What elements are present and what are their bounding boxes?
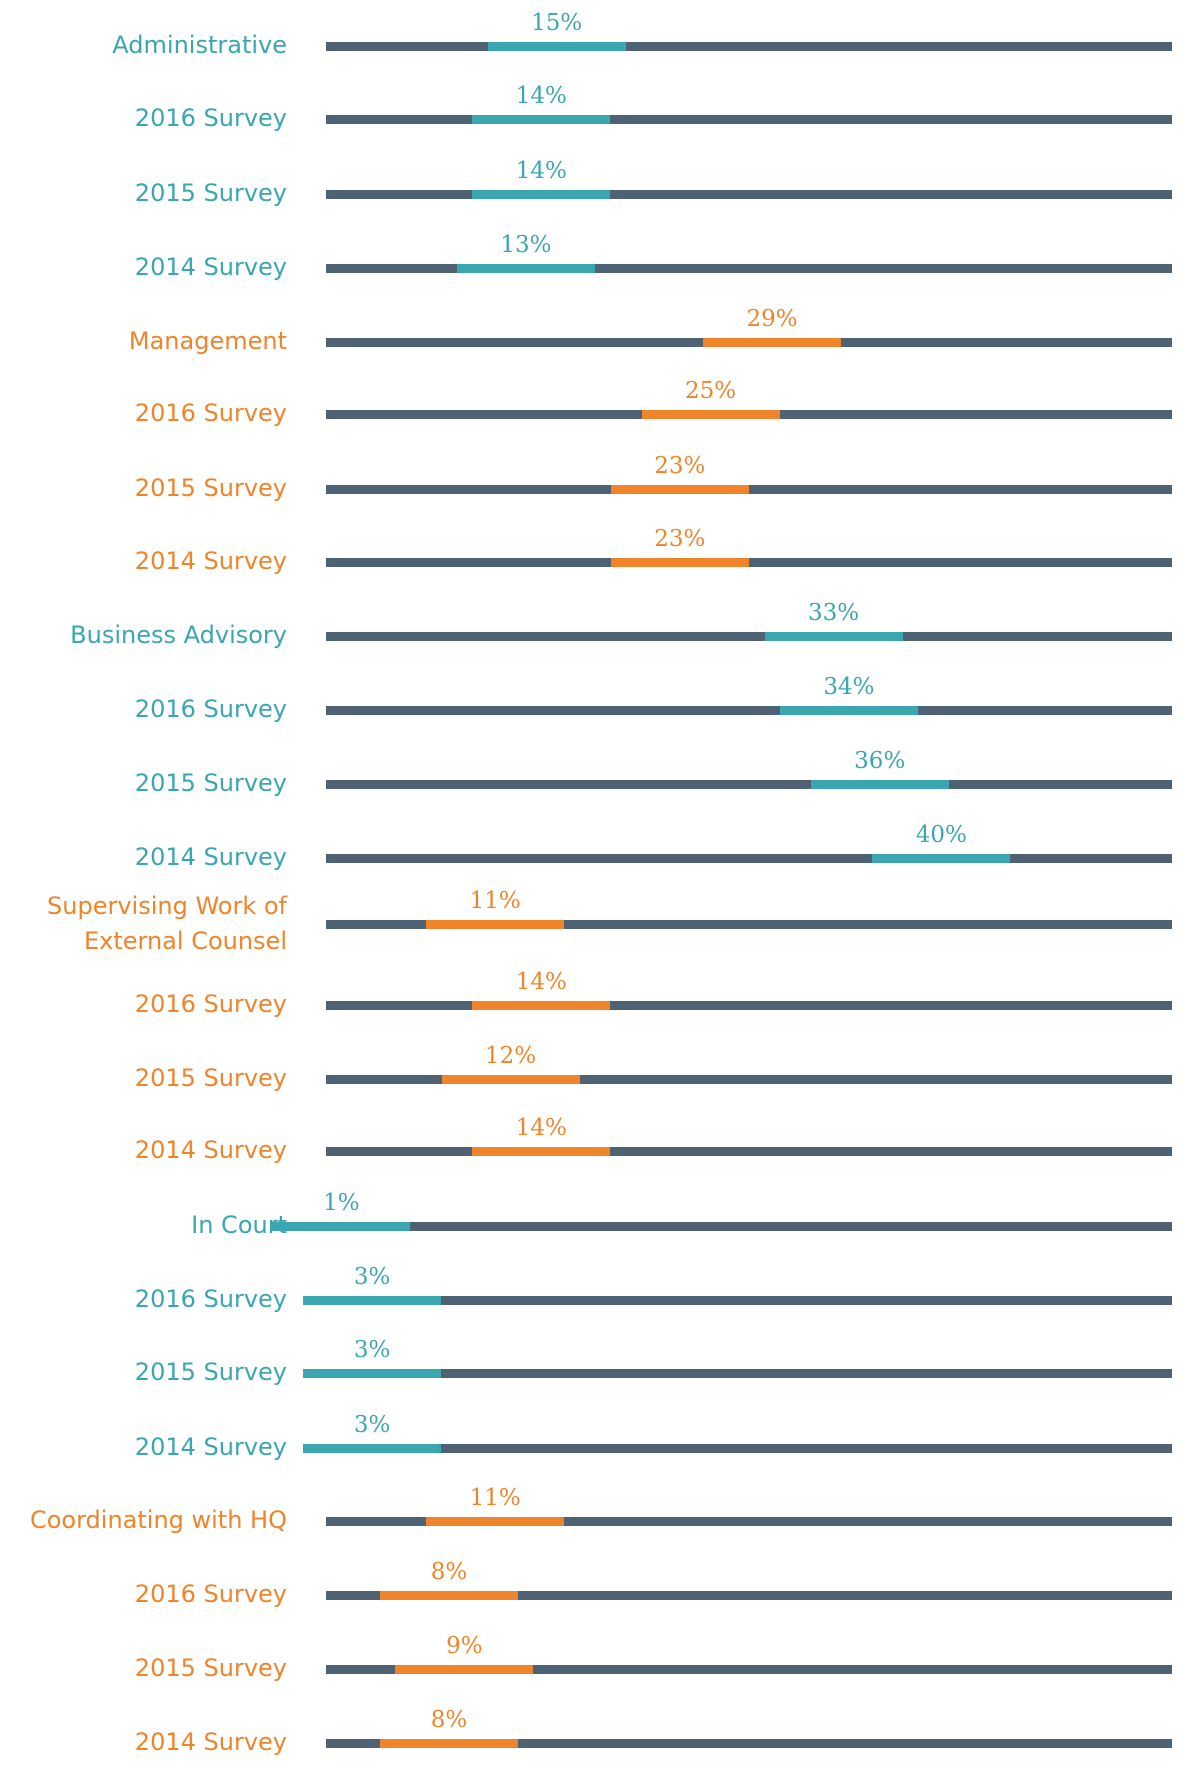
value-label: 13% <box>500 232 552 258</box>
row-label: 2014 Survey <box>134 1433 287 1461</box>
row-label: 2014 Survey <box>134 253 287 281</box>
row-label: 2014 Survey <box>134 1136 287 1164</box>
track <box>326 1296 1172 1305</box>
row-label: 2015 Survey <box>134 179 287 207</box>
row-label: 2016 Survey <box>134 1580 287 1608</box>
row-label: 2015 Survey <box>134 474 287 502</box>
segment <box>472 190 611 199</box>
segment <box>426 920 565 929</box>
value-label: 8% <box>430 1559 468 1585</box>
track <box>326 1075 1172 1084</box>
track <box>326 780 1172 789</box>
segment <box>303 1369 442 1378</box>
segment <box>810 780 949 789</box>
value-label: 34% <box>823 674 875 700</box>
track <box>326 854 1172 863</box>
segment <box>472 1001 611 1010</box>
value-label: 9% <box>446 1633 483 1659</box>
segment <box>456 264 595 273</box>
segment <box>441 1075 580 1084</box>
value-label: 3% <box>353 1337 391 1363</box>
segment <box>610 485 749 494</box>
track <box>326 1001 1172 1010</box>
track <box>326 558 1172 567</box>
segment <box>303 1296 442 1305</box>
track <box>326 706 1172 715</box>
track <box>326 1739 1172 1748</box>
track <box>326 1147 1172 1156</box>
row-label: Supervising Work of External Counsel <box>47 892 287 955</box>
row-label: 2014 Survey <box>134 547 287 575</box>
segment <box>303 1444 442 1453</box>
track <box>326 264 1172 273</box>
track <box>326 190 1172 199</box>
row-label: 2014 Survey <box>134 1728 287 1756</box>
track <box>326 632 1172 641</box>
segment <box>703 338 842 347</box>
value-label: 12% <box>485 1043 537 1069</box>
value-label: 3% <box>353 1412 391 1438</box>
value-label: 14% <box>515 1115 567 1141</box>
segment <box>610 558 749 567</box>
value-label: 14% <box>515 83 567 109</box>
row-label: Administrative <box>112 31 287 59</box>
value-label: 33% <box>808 600 860 626</box>
track <box>326 1222 1172 1231</box>
segment <box>426 1517 565 1526</box>
row-label: 2016 Survey <box>134 695 287 723</box>
value-label: 14% <box>515 969 567 995</box>
segment <box>872 854 1011 863</box>
row-label: 2016 Survey <box>134 990 287 1018</box>
segment <box>779 706 918 715</box>
row-label: Management <box>128 327 287 355</box>
track <box>326 1369 1172 1378</box>
row-label: 2016 Survey <box>134 399 287 427</box>
row-label: Business Advisory <box>70 621 287 649</box>
track <box>326 1591 1172 1600</box>
value-label: 25% <box>684 378 737 404</box>
value-label: 23% <box>654 526 706 552</box>
row-label: Coordinating with HQ <box>29 1506 287 1534</box>
row-label: 2014 Survey <box>134 843 287 871</box>
value-label: 14% <box>515 158 567 184</box>
value-label: 23% <box>654 453 706 479</box>
row-label: In Court <box>191 1211 287 1239</box>
value-label: 1% <box>323 1190 360 1216</box>
segment <box>472 115 611 124</box>
value-label: 29% <box>746 306 798 332</box>
row-label: 2015 Survey <box>134 769 287 797</box>
track <box>326 1444 1172 1453</box>
value-label: 36% <box>854 748 906 774</box>
value-label: 11% <box>469 888 521 914</box>
track <box>326 115 1172 124</box>
segment <box>764 632 903 641</box>
track <box>326 485 1172 494</box>
segment <box>380 1591 519 1600</box>
row-label: 2016 Survey <box>134 1285 287 1313</box>
segment <box>487 42 626 51</box>
row-label: 2015 Survey <box>134 1654 287 1682</box>
track <box>326 1517 1172 1526</box>
track <box>326 42 1172 51</box>
track <box>326 1665 1172 1674</box>
value-label: 15% <box>531 10 583 36</box>
track <box>326 920 1172 929</box>
segment <box>641 410 780 419</box>
segment <box>395 1665 534 1674</box>
row-label: 2015 Survey <box>134 1064 287 1092</box>
row-label: 2015 Survey <box>134 1358 287 1386</box>
value-label: 11% <box>469 1485 521 1511</box>
value-label: 3% <box>353 1264 391 1290</box>
segment <box>380 1739 519 1748</box>
value-label: 40% <box>915 822 967 848</box>
value-label: 8% <box>430 1707 468 1733</box>
segment <box>472 1147 611 1156</box>
row-label: 2016 Survey <box>134 104 287 132</box>
segment <box>272 1222 411 1231</box>
